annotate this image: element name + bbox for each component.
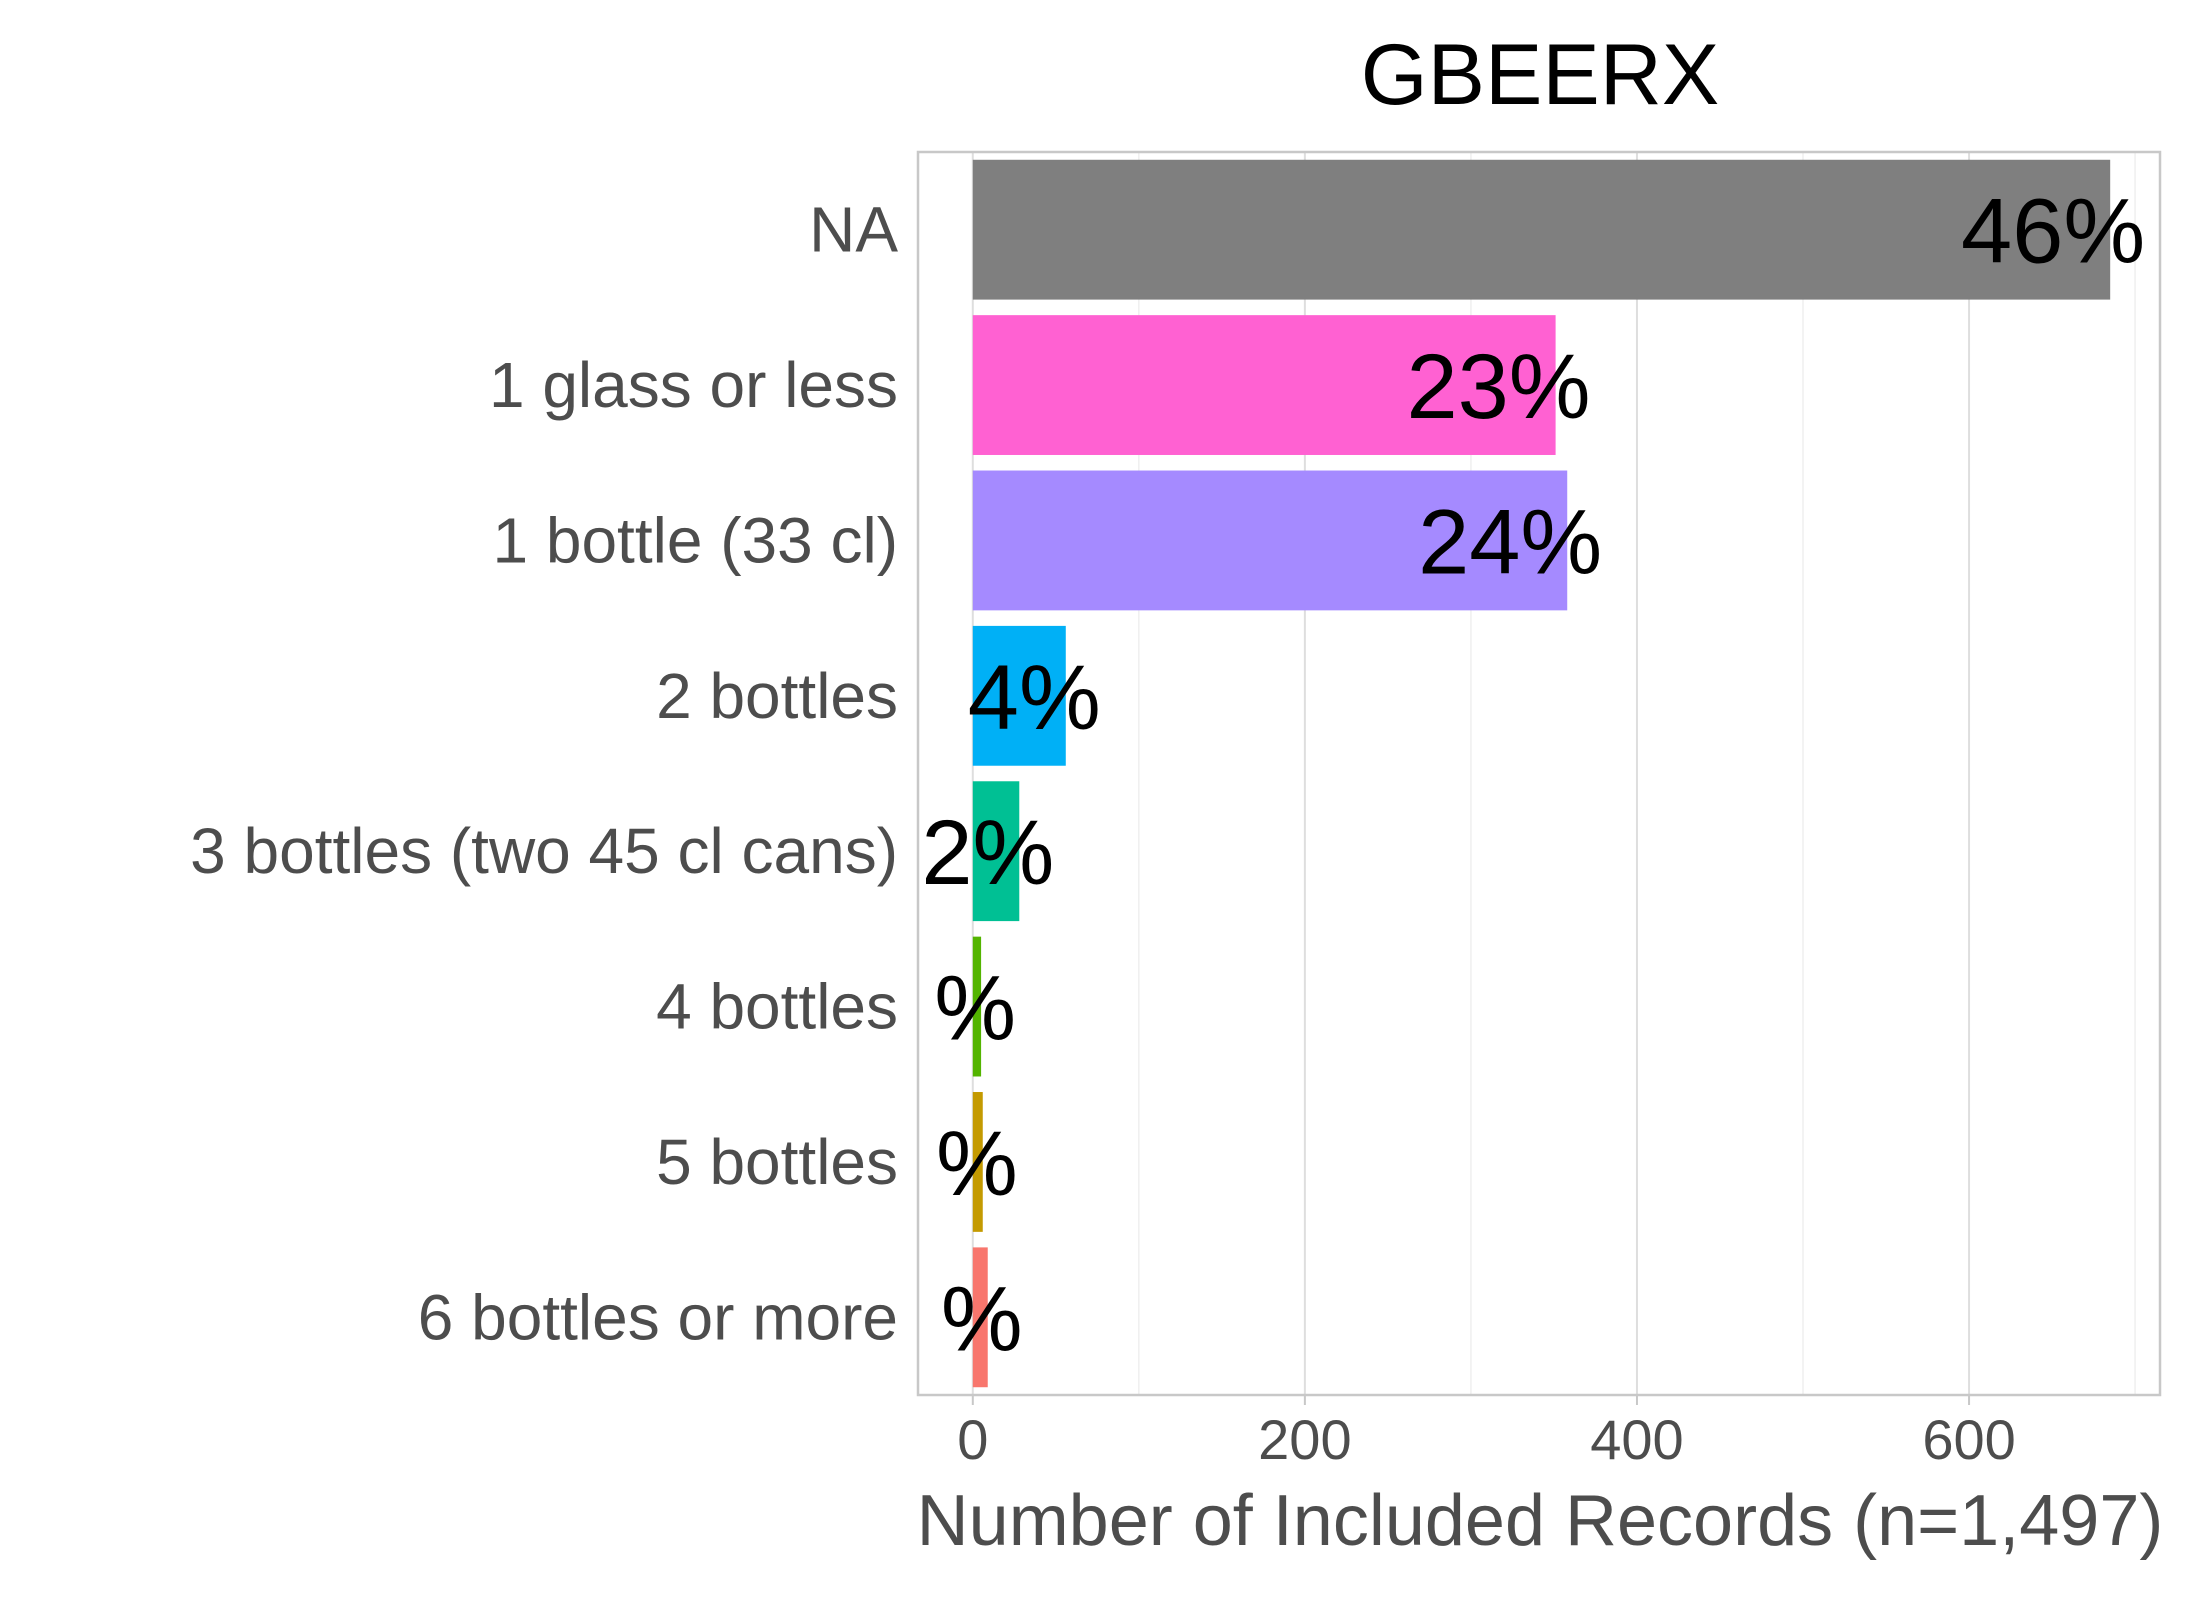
data-label: 2%: [921, 802, 1054, 904]
data-labels: 46% 23% 24% 4% 2%%%%: [921, 181, 2145, 1371]
category-label: 1 glass or less: [489, 349, 898, 421]
category-label: 5 bottles: [656, 1126, 898, 1198]
bar: [972, 470, 1568, 611]
data-label: 4%: [968, 647, 1101, 749]
data-label: %: [941, 1268, 1023, 1370]
data-label: %: [934, 958, 1016, 1060]
bar: [972, 625, 1066, 766]
category-label: 1 bottle (33 cl): [492, 504, 898, 576]
bar: [972, 315, 1556, 455]
category-label: 3 bottles (two 45 cl cans): [190, 815, 898, 887]
data-label: 23%: [1406, 336, 1590, 438]
x-axis-ticks: 0 200 400 600: [957, 1395, 2016, 1471]
category-label: NA: [809, 194, 898, 266]
x-tick-label: 600: [1922, 1408, 2015, 1471]
category-labels: NA 1 glass or less 1 bottle (33 cl) 2 bottl…: [190, 194, 898, 1354]
bar: [972, 1247, 988, 1388]
category-label: 4 bottles: [656, 971, 898, 1043]
category-label: 6 bottles or more: [418, 1281, 898, 1353]
data-label: %: [936, 1113, 1018, 1215]
bars: [972, 159, 2111, 1388]
x-tick-label: 200: [1258, 1408, 1351, 1471]
x-axis-title: Number of Included Records (n=1,497): [917, 1481, 2164, 1561]
panel-border: [916, 150, 2162, 1397]
bar: [972, 159, 2111, 300]
data-label: 46%: [1961, 181, 2145, 283]
x-tick-label: 400: [1590, 1408, 1683, 1471]
bar: [972, 781, 1020, 922]
chart-title: GBEERX: [1361, 27, 1719, 123]
bar: [972, 936, 982, 1077]
category-label: 2 bottles: [656, 660, 898, 732]
x-tick-label: 0: [957, 1408, 988, 1471]
data-label: 24%: [1418, 491, 1602, 593]
bar: [972, 1092, 983, 1232]
